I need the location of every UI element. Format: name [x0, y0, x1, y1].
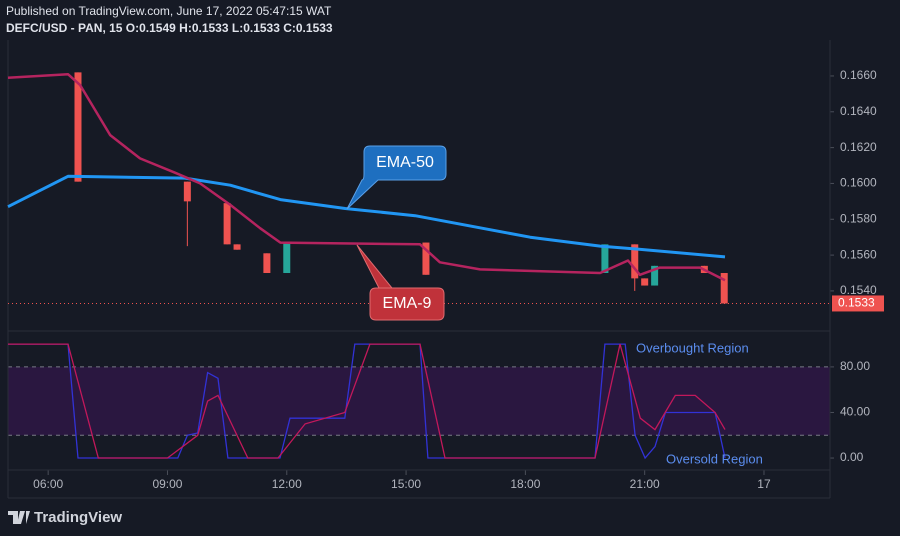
x-tick-label: 17: [757, 477, 771, 491]
brand-logo: [8, 511, 30, 524]
y-tick-label: 0.1580: [840, 211, 877, 225]
candle-body: [74, 72, 82, 182]
candle-body: [641, 278, 649, 286]
ema50-callout: EMA-50: [346, 145, 447, 210]
ema9-callout: EMA-9: [356, 244, 445, 321]
candle-body: [631, 244, 639, 279]
y-tick-label: 0.00: [840, 450, 864, 464]
candle-body: [422, 242, 430, 275]
ema-line: [7, 174, 726, 259]
region-label: Oversold Region: [666, 451, 763, 466]
candle-body: [601, 244, 609, 274]
candle-body: [283, 242, 291, 274]
region-label: Overbought Region: [636, 340, 749, 355]
ema50-label: EMA-50: [376, 154, 434, 171]
oscillator-line: [8, 343, 726, 459]
candle-body: [183, 181, 191, 202]
oscillator-line: [8, 343, 726, 460]
grid-layer: 06:00 09:00 12:00 15:00 18:00 21:00 170.15400.…: [8, 68, 877, 491]
x-tick-label: 12:00: [272, 477, 302, 491]
last-price-tag: [832, 295, 884, 312]
y-tick-label: 40.00: [840, 405, 870, 419]
ema9-label: EMA-9: [383, 295, 432, 312]
ema-line: [7, 72, 726, 282]
band-fill: [8, 366, 830, 436]
plot-layer: 0.1533 Overbought Region Oversold Region: [7, 72, 884, 466]
last-price-label: 0.1533: [838, 296, 875, 310]
candle-body: [233, 244, 241, 250]
y-tick-label: 0.1560: [840, 247, 877, 261]
y-tick-label: 80.00: [840, 359, 870, 373]
y-tick-label: 0.1660: [840, 68, 877, 82]
candle-body: [263, 253, 271, 274]
x-tick-label: 09:00: [152, 477, 182, 491]
x-tick-label: 06:00: [33, 477, 63, 491]
x-tick-label: 15:00: [391, 477, 421, 491]
brand: TradingView: [8, 509, 122, 526]
x-tick-label: 18:00: [510, 477, 540, 491]
y-tick-label: 0.1640: [840, 104, 877, 118]
candle-body: [720, 273, 728, 304]
y-tick-label: 0.1620: [840, 140, 877, 154]
symbol-line: DEFC/USD - PAN, 15 O:0.1549 H:0.1533 L:0…: [6, 21, 333, 35]
y-tick-label: 0.1600: [840, 176, 877, 190]
x-tick-label: 21:00: [630, 477, 660, 491]
published-line: Published on TradingView.com, June 17, 2…: [6, 4, 332, 18]
brand-name: TradingView: [34, 509, 122, 526]
y-tick-label: 0.1540: [840, 283, 877, 297]
candle-body: [651, 265, 659, 286]
candle-body: [223, 203, 231, 245]
